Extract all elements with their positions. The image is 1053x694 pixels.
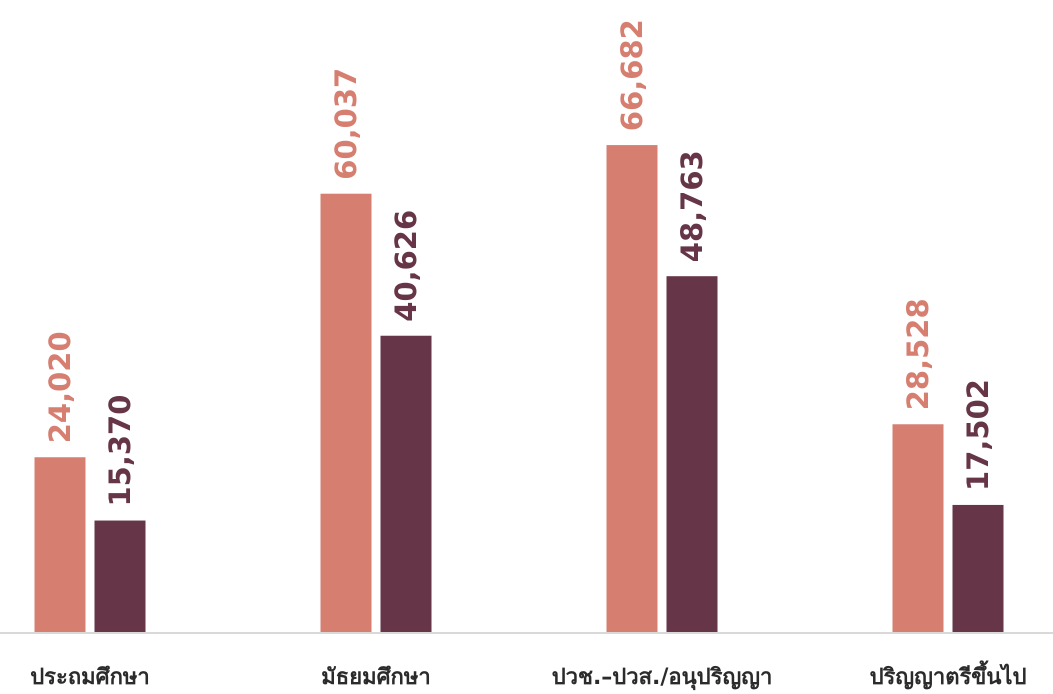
data-label: 17,502	[961, 379, 995, 491]
bars-group	[34, 145, 1004, 633]
data-label: 40,626	[389, 210, 423, 322]
category-labels-group: ประถมศึกษา มัธยมศึกษา ปวช.–ปวส./อนุปริญญ…	[30, 660, 1026, 691]
category-label: ปริญญาตรีขึ้นไป	[870, 660, 1027, 690]
bar	[34, 457, 86, 633]
bar	[666, 276, 718, 633]
data-label: 48,763	[675, 150, 709, 262]
category-label: มัธยมศึกษา	[321, 665, 430, 690]
data-label: 60,037	[329, 68, 363, 180]
data-label: 24,020	[43, 331, 77, 443]
data-label: 15,370	[103, 395, 137, 507]
bar	[320, 193, 372, 633]
bar	[952, 504, 1004, 633]
data-label: 66,682	[615, 19, 649, 131]
bar	[380, 335, 432, 633]
category-label: ประถมศึกษา	[30, 665, 150, 690]
data-label: 28,528	[901, 298, 935, 410]
bar	[606, 145, 658, 633]
bar	[94, 520, 146, 633]
category-label: ปวช.–ปวส./อนุปริญญา	[552, 665, 773, 691]
value-labels-group: 24,020 60,037 66,682 28,528 15,370 40,626 48,7…	[43, 19, 995, 506]
bar	[892, 424, 944, 633]
